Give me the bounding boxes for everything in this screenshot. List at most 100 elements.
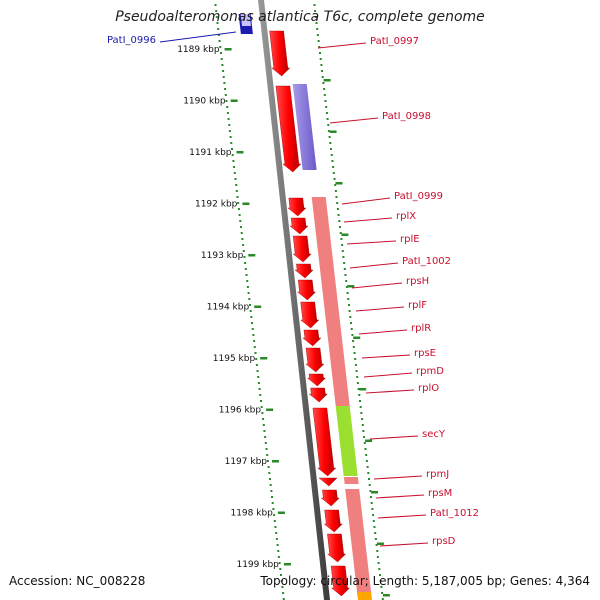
leader-line — [349, 262, 399, 269]
ring-dot — [271, 496, 273, 498]
kbp-tick — [266, 408, 274, 411]
leader-line — [341, 197, 391, 205]
ring-dot — [270, 490, 273, 492]
kbp-tick-outer — [347, 285, 355, 288]
ring-dot — [344, 274, 347, 276]
ring-dot — [372, 514, 375, 516]
gene-label-rpmJ: rpmJ — [426, 469, 449, 480]
kbp-tick — [260, 357, 268, 360]
kbp-label: 1193 kbp — [201, 251, 244, 261]
ring-dot — [370, 496, 372, 498]
ring-dot — [316, 34, 319, 36]
ring-dot — [349, 316, 352, 318]
ring-dot — [363, 442, 366, 444]
ring-dot — [350, 322, 352, 324]
gene-label-PatI_0996: PatI_0996 — [107, 35, 156, 46]
ring-dot — [245, 274, 248, 276]
ring-dot — [339, 226, 341, 228]
cds-arrow-3 — [289, 217, 309, 235]
feature-pink-rpmJ — [343, 477, 359, 484]
ring-dot — [327, 130, 330, 132]
ring-dot — [323, 88, 326, 90]
ring-dot — [361, 418, 364, 420]
kbp-label: 1199 kbp — [236, 560, 279, 570]
ring-dot — [369, 490, 372, 492]
ring-dot — [339, 232, 342, 234]
ring-dot — [329, 142, 332, 144]
ring-dot — [282, 598, 285, 600]
ring-dot — [255, 358, 258, 360]
ring-dot — [337, 214, 340, 216]
cds-arrow-17 — [330, 565, 351, 597]
ring-dot — [231, 148, 233, 150]
ring-dot — [262, 424, 265, 426]
ring-dot — [338, 220, 341, 222]
ring-dot — [313, 4, 316, 6]
leader-line — [317, 42, 367, 49]
ring-dot — [218, 40, 221, 42]
ring-dot — [331, 160, 334, 162]
ring-dot — [316, 28, 319, 30]
ring-dot — [366, 466, 369, 468]
ring-dot — [235, 190, 238, 192]
ring-dot — [357, 388, 360, 390]
cds-arrow-10 — [306, 373, 326, 387]
ring-dot — [321, 76, 324, 78]
ring-dot — [257, 376, 260, 378]
summary-text: Topology: circular; Length: 5,187,005 bp… — [260, 574, 590, 588]
ring-dot — [345, 280, 348, 282]
gene-label-rplF: rplF — [408, 300, 427, 311]
ring-dot — [334, 190, 337, 192]
ring-dot — [275, 532, 278, 534]
ring-dot — [233, 172, 236, 174]
kbp-label: 1195 kbp — [213, 354, 256, 364]
ring-dot — [244, 262, 247, 264]
ring-dot — [341, 250, 344, 252]
ring-dot — [380, 586, 383, 588]
ring-dot — [235, 184, 238, 186]
ring-dot — [222, 70, 225, 72]
ring-dot — [354, 364, 357, 366]
ring-dot — [373, 526, 376, 528]
kbp-tick-outer — [365, 439, 373, 442]
kbp-tick-outer — [353, 336, 361, 339]
ring-dot — [223, 82, 226, 84]
cds-arrow-13 — [318, 477, 338, 487]
ring-dot — [375, 544, 378, 546]
ring-dot — [319, 58, 322, 60]
gene-label-rpmD: rpmD — [416, 366, 444, 377]
kbp-tick — [272, 460, 279, 463]
ring-dot — [332, 172, 335, 174]
ring-dot — [239, 220, 242, 222]
ring-dot — [255, 364, 258, 366]
ring-dot — [253, 340, 256, 342]
kbp-label: 1192 kbp — [195, 200, 238, 210]
ring-dot — [273, 514, 276, 516]
kbp-labels: 1189 kbp 1190 kbp 1191 kbp 1192 kbp 1193 kbp… — [177, 45, 279, 570]
feature-green-secY — [335, 406, 358, 476]
ring-dot — [236, 196, 239, 198]
ring-dot — [333, 178, 336, 180]
ring-dot — [219, 46, 222, 48]
ring-dot — [263, 430, 266, 432]
ring-dot — [242, 250, 245, 252]
ring-dot — [378, 568, 381, 570]
ring-dot — [354, 358, 357, 360]
ring-dot — [228, 130, 231, 132]
ring-dot — [371, 508, 374, 510]
ring-dot — [363, 436, 366, 438]
ring-dot — [343, 262, 346, 264]
ring-dot — [381, 592, 384, 594]
gene-label-rpsE: rpsE — [414, 348, 436, 359]
map-title: Pseudoalteromonas atlantica T6c, complet… — [115, 9, 485, 25]
kbp-tick — [242, 202, 250, 205]
ring-dot — [228, 124, 231, 126]
cds-arrow-4 — [292, 235, 312, 263]
ring-dot — [374, 538, 377, 540]
ring-dot — [365, 454, 368, 456]
leader-line — [355, 306, 405, 312]
ring-dot — [356, 376, 359, 378]
ring-dot — [314, 10, 317, 12]
leader-line — [369, 435, 419, 440]
kbp-tick — [224, 48, 232, 51]
